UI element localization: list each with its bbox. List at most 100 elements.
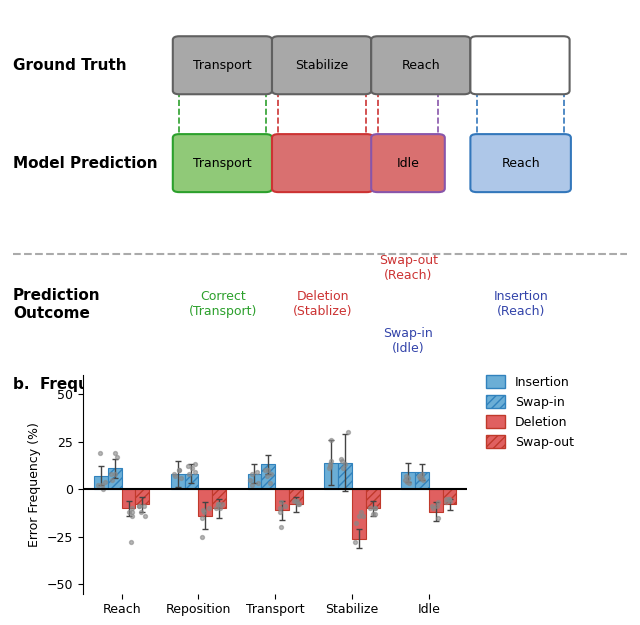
Point (276, 522, 286, 532)
Point (338, 463, 348, 473)
Text: Model Prediction: Model Prediction (13, 156, 157, 171)
Point (324, 459, 335, 469)
Point (275, 507, 285, 517)
Point (323, 463, 333, 473)
Bar (275, 489, 289, 510)
Point (196, 532, 207, 542)
FancyBboxPatch shape (371, 36, 470, 94)
Point (125, 538, 136, 548)
Point (134, 501, 144, 511)
Point (441, 494, 451, 504)
Point (106, 469, 116, 479)
Point (110, 469, 120, 479)
Point (337, 456, 347, 466)
Point (215, 503, 225, 513)
Bar (171, 474, 184, 489)
Point (93, 481, 103, 491)
Point (417, 469, 427, 479)
Point (134, 501, 144, 511)
Point (324, 461, 335, 471)
Point (275, 503, 285, 513)
Text: Deletion
(Stablize): Deletion (Stablize) (293, 291, 352, 319)
Bar (415, 472, 429, 489)
Point (212, 499, 223, 509)
Point (107, 474, 117, 484)
Point (417, 472, 428, 482)
Text: Swap-out
(Reach): Swap-out (Reach) (379, 254, 438, 282)
Point (136, 507, 147, 517)
Point (211, 503, 221, 513)
Bar (261, 464, 275, 489)
Point (291, 496, 301, 506)
Point (140, 511, 150, 521)
Point (432, 501, 442, 511)
Point (292, 496, 302, 506)
Point (444, 494, 454, 504)
Point (354, 511, 364, 521)
Point (418, 474, 428, 484)
Bar (338, 462, 352, 489)
Point (368, 509, 378, 519)
Y-axis label: Error Frequency (%): Error Frequency (%) (28, 422, 42, 547)
Point (109, 448, 120, 458)
Point (245, 474, 255, 484)
Bar (94, 476, 108, 489)
Point (217, 499, 227, 509)
Bar (122, 489, 136, 508)
Point (340, 459, 350, 469)
Text: Swap-in
(Idle): Swap-in (Idle) (383, 327, 433, 355)
FancyBboxPatch shape (272, 36, 371, 94)
Point (433, 512, 444, 522)
Point (370, 503, 380, 513)
Point (212, 499, 223, 509)
Bar (248, 474, 261, 489)
Point (444, 494, 454, 504)
Point (426, 501, 436, 511)
Point (262, 465, 273, 475)
Text: Reach: Reach (501, 157, 540, 169)
Bar (108, 468, 122, 489)
Point (440, 498, 451, 508)
Text: Correct
(Transport): Correct (Transport) (189, 291, 257, 319)
Point (289, 496, 300, 506)
Point (127, 511, 138, 521)
Point (170, 471, 180, 481)
Text: Reach: Reach (401, 59, 440, 72)
Point (403, 472, 413, 482)
Bar (184, 474, 198, 489)
Point (247, 481, 257, 491)
Point (184, 469, 194, 479)
Point (246, 469, 257, 479)
Point (169, 469, 179, 479)
Point (175, 472, 186, 482)
Point (252, 467, 262, 477)
Text: Transport: Transport (193, 157, 252, 169)
Legend: Insertion, Swap-in, Deletion, Swap-out: Insertion, Swap-in, Deletion, Swap-out (481, 370, 579, 454)
Point (402, 476, 412, 486)
Point (98, 484, 108, 494)
Point (294, 499, 304, 509)
Bar (198, 489, 212, 516)
Point (266, 469, 276, 479)
Point (99, 476, 109, 486)
Point (183, 461, 193, 471)
Point (190, 467, 200, 477)
Point (344, 427, 354, 437)
Point (326, 456, 337, 466)
Point (127, 503, 137, 513)
Point (253, 478, 264, 488)
Point (173, 465, 184, 475)
Point (414, 471, 424, 481)
Bar (352, 489, 366, 539)
FancyBboxPatch shape (470, 134, 571, 192)
Point (326, 434, 336, 444)
Point (95, 448, 105, 458)
Text: Idle: Idle (397, 157, 419, 169)
Point (198, 505, 208, 515)
Bar (324, 462, 338, 489)
Bar (429, 489, 443, 512)
Point (364, 503, 374, 513)
Point (433, 498, 443, 508)
Point (351, 518, 361, 528)
Point (265, 478, 275, 488)
